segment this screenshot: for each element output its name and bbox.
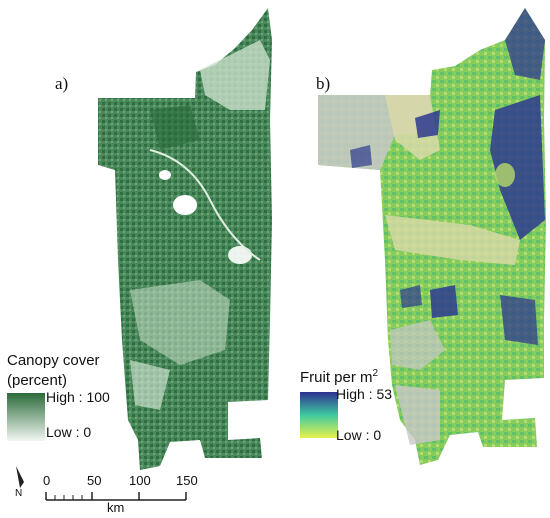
panel-a-label: a) [55,74,69,93]
fruit-legend-high: High : 53 [336,386,393,402]
fruit-color-ramp [300,392,338,438]
panel-b-label: b) [316,74,331,93]
fruit-map [318,8,546,465]
fruit-legend-title-text: Fruit per m [300,369,373,386]
canopy-cover-map [98,8,272,470]
scale-tick-label-150: 150 [176,473,198,488]
scale-tick-label-0: 0 [43,473,51,488]
canopy-legend-title-line2: (percent) [7,372,68,389]
scale-bar-ruler [45,492,187,501]
canopy-legend-low: Low : 0 [46,424,92,440]
canopy-legend-high: High : 100 [46,389,110,405]
fruit-legend-title: Fruit per m2 [300,365,378,387]
north-label: N [15,488,23,499]
scale-tick-label-100: 100 [129,473,151,488]
fruit-legend-low: Low : 0 [336,427,382,443]
scale-tick-label-50: 50 [87,473,102,488]
north-arrow-icon [16,466,24,488]
fruit-legend-title-sup: 2 [372,368,379,379]
scale-unit-label: km [107,500,125,515]
canopy-legend-title-line1: Canopy cover [7,352,100,369]
canopy-color-ramp [7,393,45,441]
